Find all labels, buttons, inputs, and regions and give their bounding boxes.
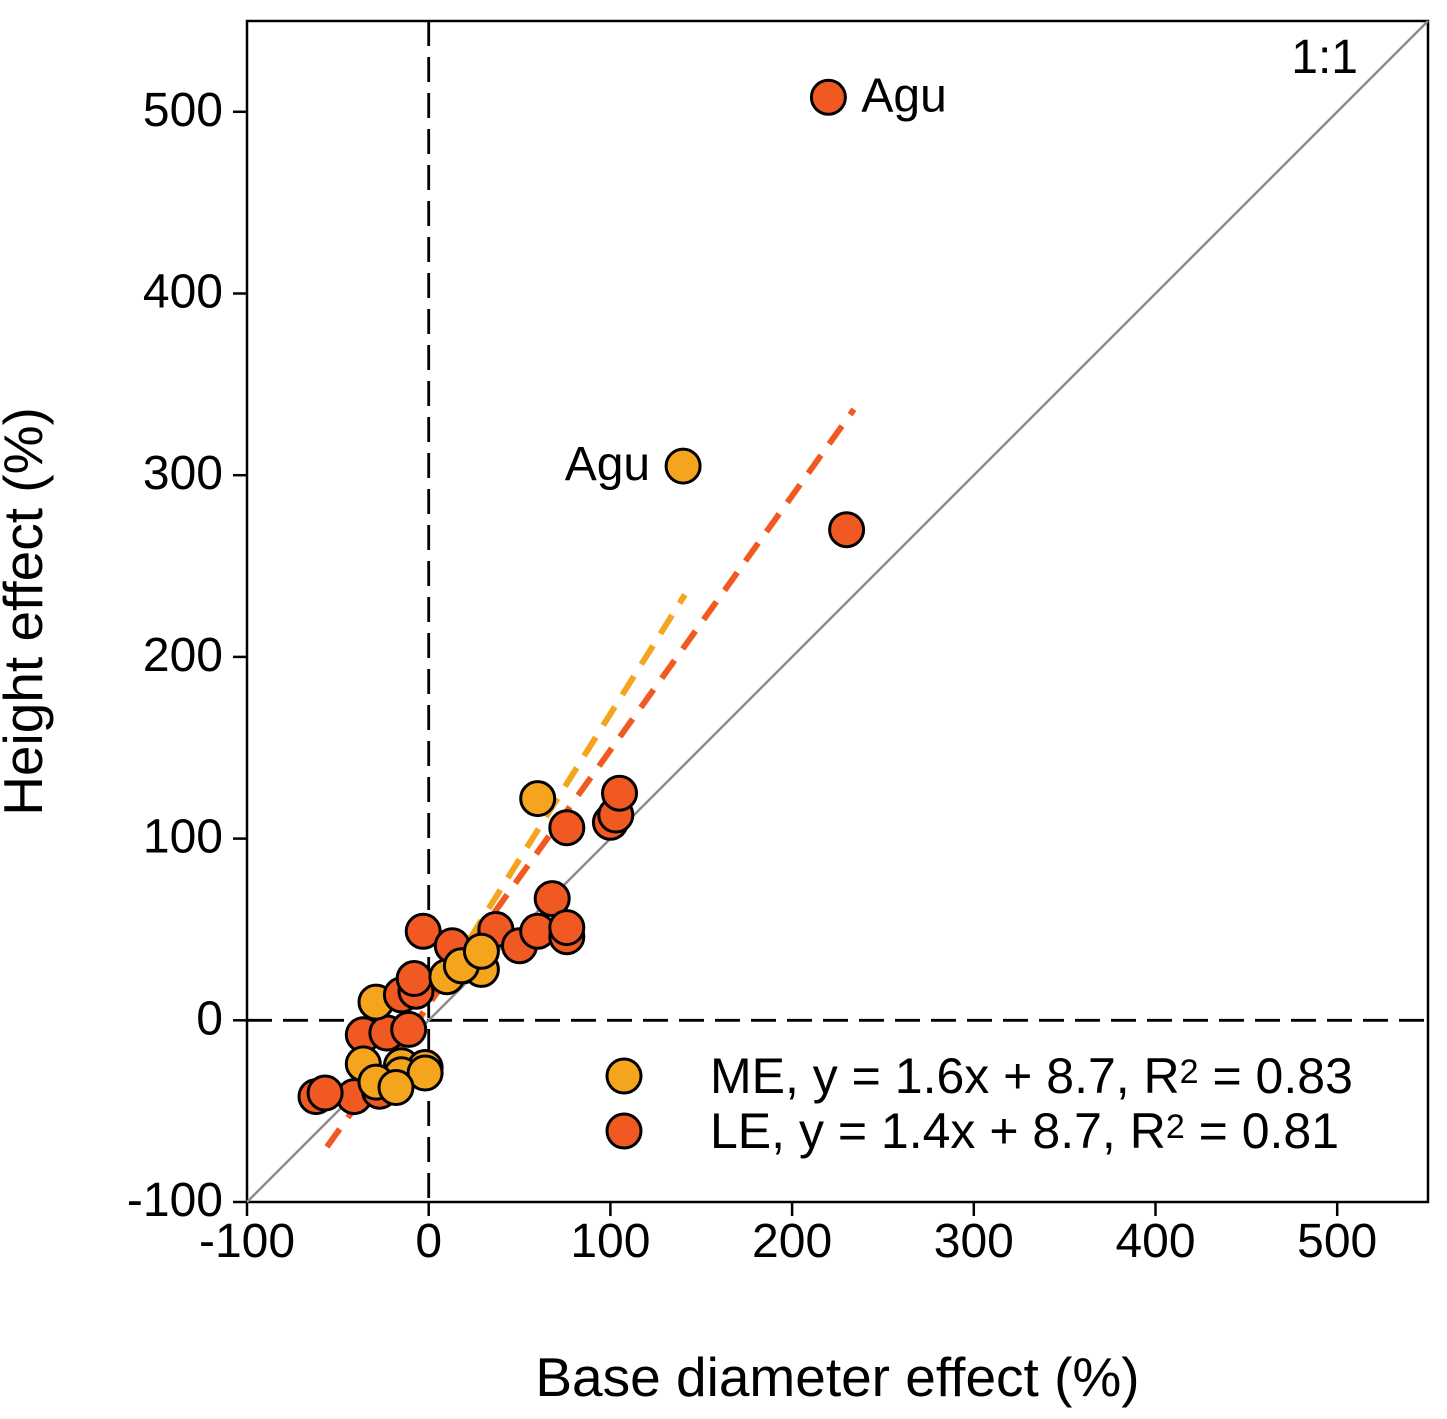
svg-text:100: 100 — [570, 1215, 650, 1268]
svg-text:Agu: Agu — [861, 69, 946, 122]
svg-text:300: 300 — [934, 1215, 1014, 1268]
svg-text:LE, y = 1.4x + 8.7, R2 = 0.81: LE, y = 1.4x + 8.7, R2 = 0.81 — [710, 1103, 1339, 1159]
svg-text:200: 200 — [143, 629, 223, 682]
svg-text:500: 500 — [143, 84, 223, 137]
svg-text:-100: -100 — [127, 1174, 223, 1227]
svg-text:Agu: Agu — [565, 438, 650, 491]
svg-text:0: 0 — [415, 1215, 442, 1268]
svg-text:100: 100 — [143, 811, 223, 864]
svg-text:0: 0 — [196, 992, 223, 1045]
svg-text:1:1: 1:1 — [1291, 31, 1358, 84]
svg-text:400: 400 — [1115, 1215, 1195, 1268]
svg-text:400: 400 — [143, 266, 223, 319]
svg-text:Height effect (%): Height effect (%) — [0, 407, 54, 816]
svg-text:Base diameter effect (%): Base diameter effect (%) — [535, 1346, 1139, 1408]
svg-text:200: 200 — [752, 1215, 832, 1268]
svg-text:500: 500 — [1297, 1215, 1377, 1268]
svg-text:ME, y = 1.6x + 8.7, R2 = 0.83: ME, y = 1.6x + 8.7, R2 = 0.83 — [710, 1048, 1353, 1104]
svg-text:300: 300 — [143, 447, 223, 500]
